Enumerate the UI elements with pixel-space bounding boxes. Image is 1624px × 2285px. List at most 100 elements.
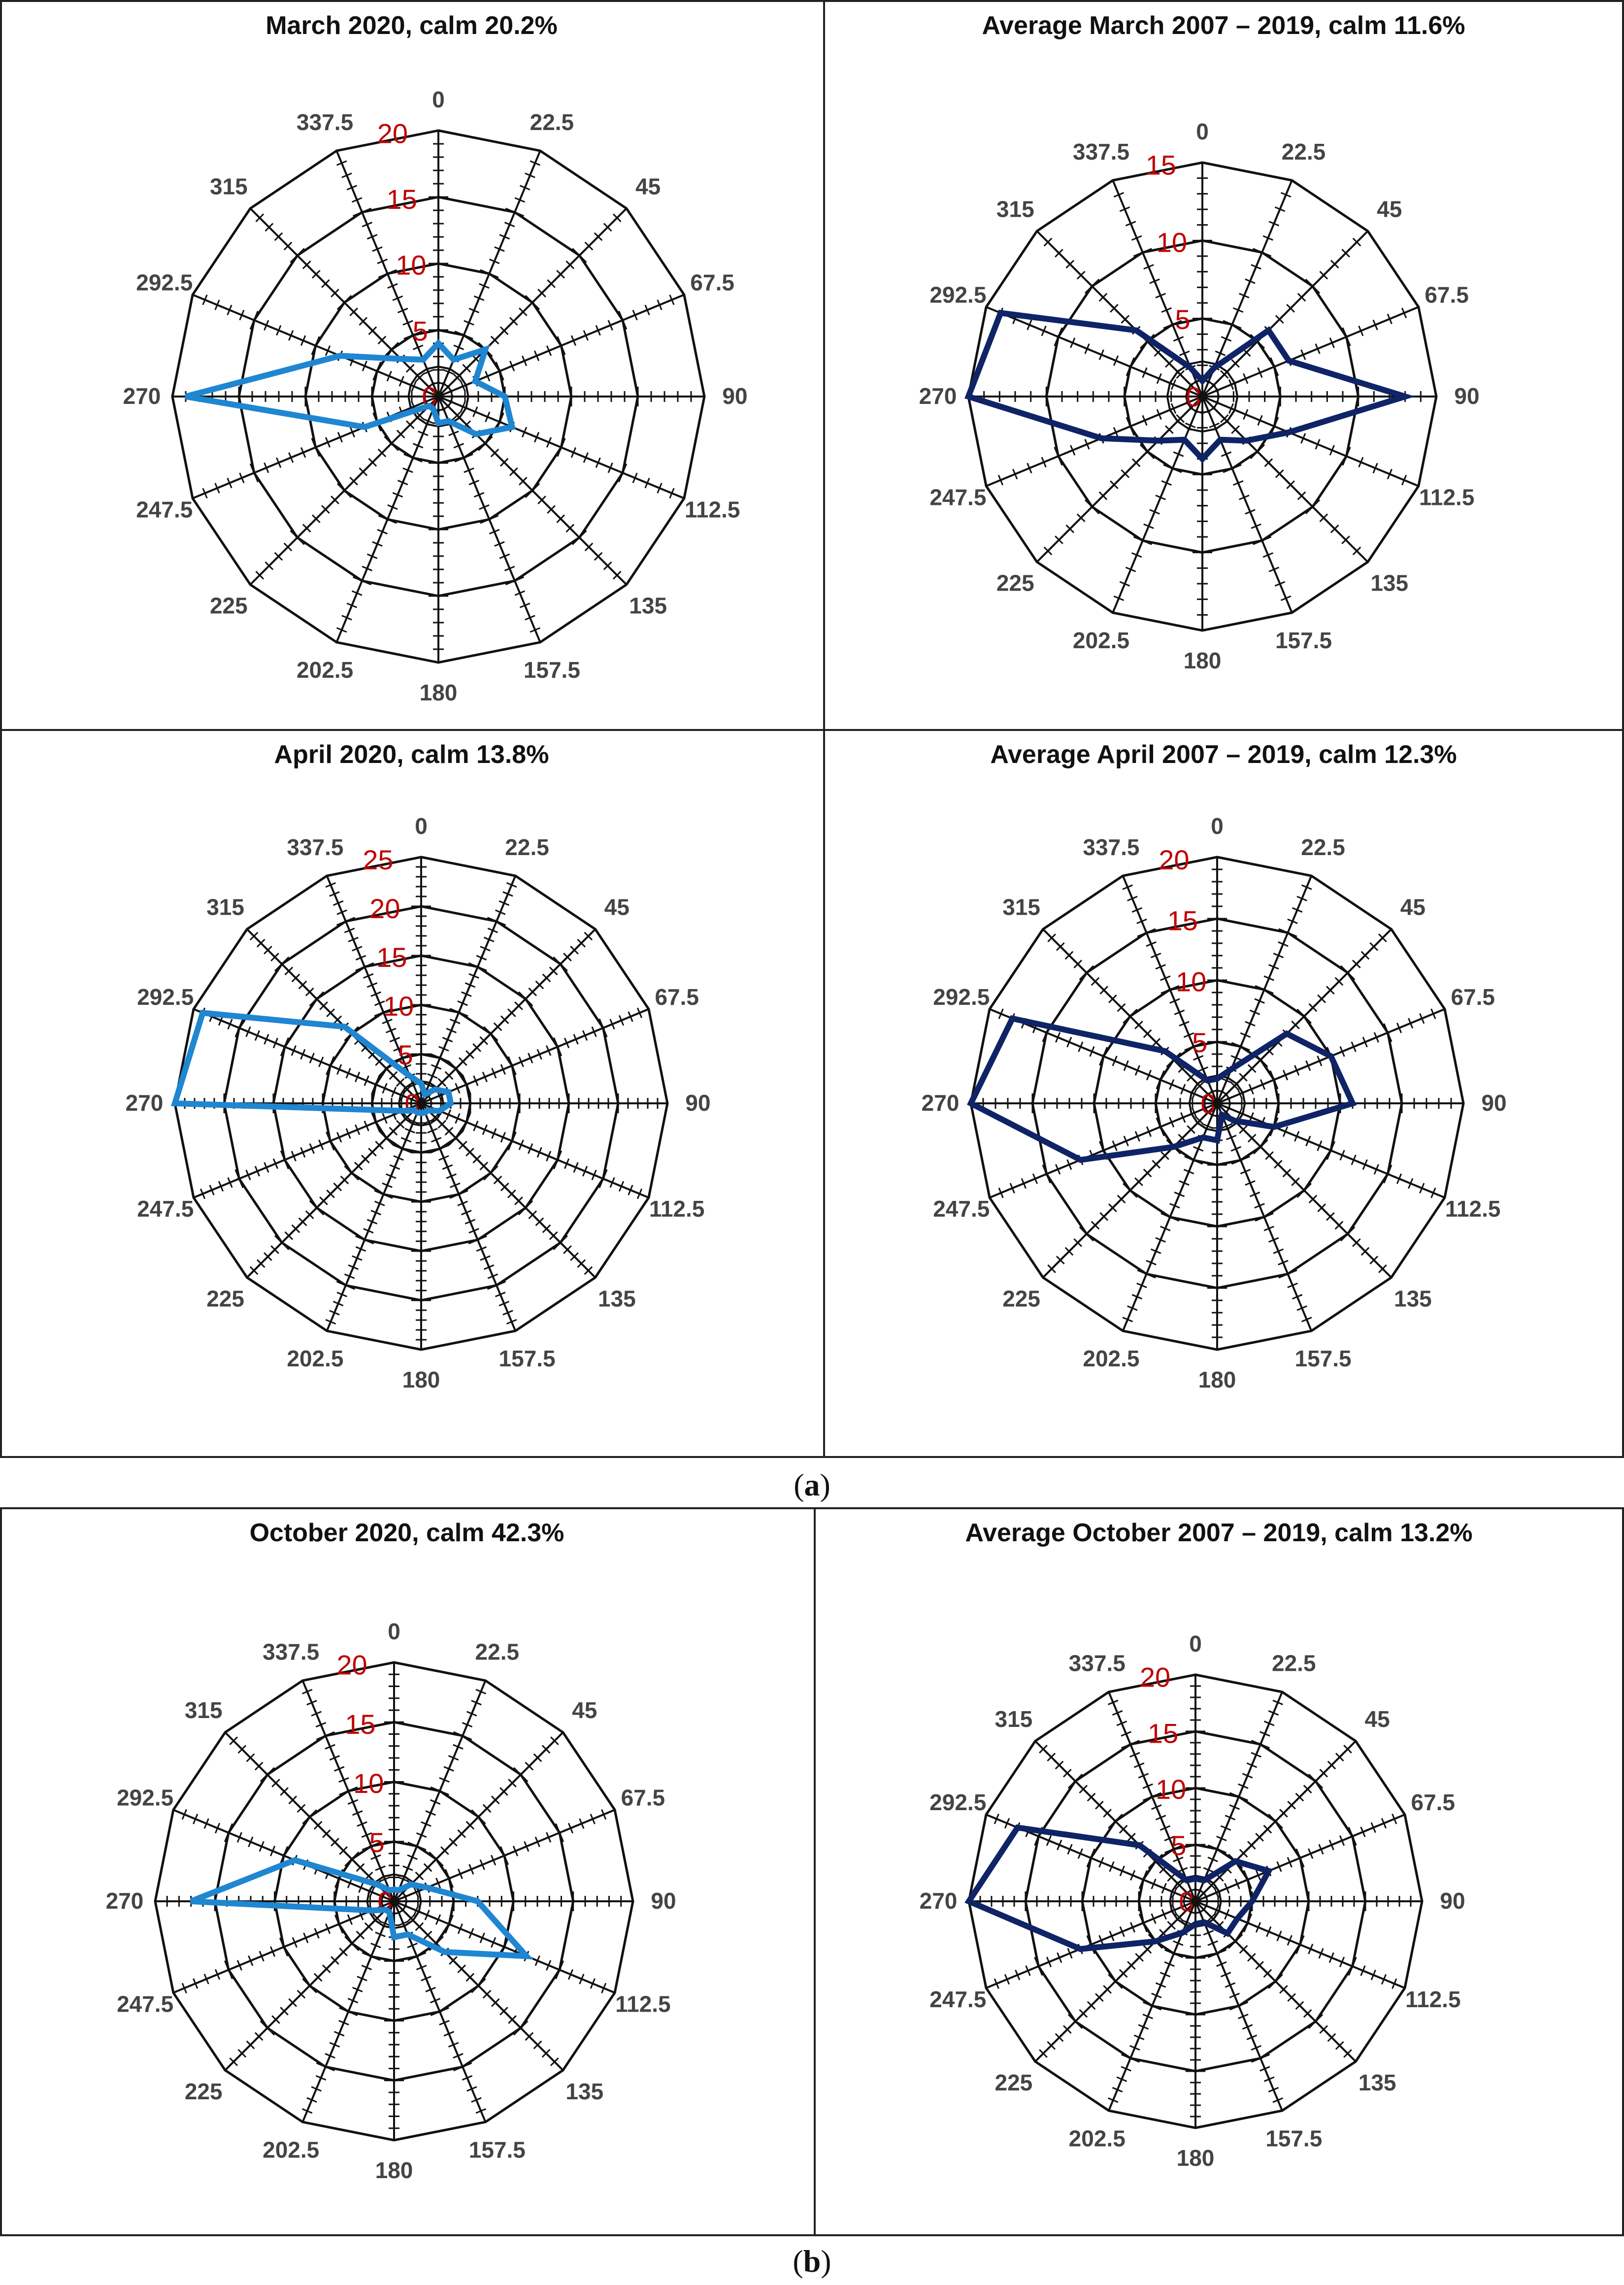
axis-tick: [1247, 1064, 1257, 1073]
axis-tick: [366, 553, 378, 559]
axis-tick: [348, 1264, 359, 1270]
axis-tick: [309, 1143, 315, 1154]
axis-tick: [1113, 595, 1125, 601]
axis-tick: [309, 1053, 315, 1063]
axis-tick: [1242, 1773, 1253, 1779]
axis-tick: [1335, 2041, 1344, 2050]
axis-tick: [1232, 480, 1244, 486]
axis-tick: [375, 1931, 386, 1937]
chart-title: Average March 2007 – 2019, calm 11.6%: [982, 11, 1465, 40]
axis-tick: [259, 1951, 265, 1962]
axis-tick: [487, 1281, 506, 1290]
axis-tick: [326, 1008, 335, 1017]
axis-tick: [1242, 2024, 1253, 2030]
axis-tick: [1263, 1824, 1272, 1834]
axis-tick: [1164, 1961, 1175, 1967]
axis-tick: [413, 1905, 419, 1916]
axis-tick: [264, 462, 269, 473]
axis-tick: [1138, 1870, 1148, 1889]
axis-tick: [1383, 1164, 1392, 1184]
grid-spoke: [421, 1102, 649, 1199]
axis-tick: [378, 269, 397, 278]
axis-tick: [457, 1000, 468, 1006]
axis-tick: [1155, 1237, 1166, 1243]
axis-tick: [254, 2032, 264, 2041]
axis-tick: [1098, 293, 1108, 302]
axis-tick: [1142, 2001, 1162, 2011]
axis-tick: [1143, 1945, 1152, 1954]
axis-tick: [1041, 325, 1047, 336]
axis-tick: [1243, 409, 1249, 420]
axis-tick: [466, 2086, 477, 2092]
axis-tick: [1055, 1164, 1061, 1175]
axis-tick: [669, 488, 675, 499]
axis-tick: [245, 1026, 251, 1037]
axis-tick: [369, 1887, 375, 1898]
axis-tick: [1123, 1060, 1129, 1071]
axis-tick: [1372, 463, 1378, 474]
axis-tick: [1119, 206, 1130, 212]
axis-tick: [1163, 320, 1182, 329]
grid-spoke: [1036, 230, 1203, 397]
grid-spoke: [246, 1102, 422, 1278]
direction-label: 292.5: [117, 1785, 173, 1811]
axis-tick: [1318, 1844, 1324, 1855]
axis-tick: [1234, 1879, 1240, 1889]
axis-tick: [483, 1026, 498, 1041]
axis-tick: [468, 1228, 479, 1234]
direction-label: 315: [1002, 894, 1040, 920]
direction-label: 112.5: [1405, 1987, 1461, 2012]
axis-tick: [632, 309, 638, 321]
axis-tick: [442, 1164, 453, 1170]
axis-tick: [377, 529, 388, 534]
axis-tick: [514, 1001, 523, 1010]
wind-rose-plot: 0 22.5 45 67.5 90 112.5 135 157.5 180 202.5 225 247…: [123, 87, 748, 705]
axis-tick: [506, 1319, 517, 1325]
radial-tick-label: 15: [345, 1709, 375, 1740]
axis-tick: [1251, 523, 1261, 529]
axis-tick: [374, 1008, 393, 1017]
grid-spoke: [421, 1008, 649, 1104]
axis-tick: [1253, 248, 1272, 257]
axis-tick: [351, 590, 363, 596]
axis-tick: [1127, 1305, 1138, 1311]
radial-tick-label: 20: [377, 118, 408, 149]
axis-tick: [1167, 1921, 1176, 1930]
axis-tick: [398, 1876, 409, 1882]
axis-tick: [1138, 2024, 1149, 2030]
axis-tick: [1129, 1870, 1136, 1881]
axis-tick: [1112, 2086, 1123, 2093]
axis-tick: [1164, 359, 1174, 368]
axis-tick: [465, 1821, 475, 1830]
axis-tick: [1268, 1710, 1279, 1716]
axis-tick: [464, 1219, 476, 1225]
axis-tick: [460, 401, 466, 412]
axis-tick: [1340, 965, 1356, 981]
axis-tick: [1089, 1046, 1095, 1057]
axis-tick: [1360, 1965, 1366, 1976]
axis-tick: [1173, 336, 1184, 342]
axis-tick: [1276, 1930, 1282, 1942]
axis-tick: [1221, 451, 1232, 457]
axis-tick: [368, 326, 377, 335]
direction-label: 225: [210, 593, 248, 619]
axis-tick: [315, 2075, 327, 2081]
axis-tick: [541, 1745, 551, 1754]
axis-tick: [448, 431, 459, 436]
axis-tick: [336, 483, 352, 498]
axis-tick: [1257, 367, 1263, 378]
axis-tick: [1185, 422, 1196, 429]
chart-title: April 2020, calm 13.8%: [274, 740, 549, 769]
axis-tick: [356, 1863, 365, 1872]
wind-rose-march-2020: March 2020, calm 20.2% 0 22.5 45 67.5 90 112.…: [0, 0, 823, 729]
axis-tick: [1419, 1013, 1425, 1024]
axis-tick: [1136, 1282, 1147, 1289]
axis-tick: [1156, 1070, 1165, 1090]
direction-label: 180: [1177, 2145, 1215, 2171]
axis-tick: [483, 1165, 498, 1181]
axis-tick: [396, 430, 405, 439]
axis-tick: [292, 1937, 298, 1948]
axis-tick: [361, 1155, 370, 1163]
axis-tick: [446, 1173, 457, 1179]
axis-tick: [389, 1037, 400, 1043]
